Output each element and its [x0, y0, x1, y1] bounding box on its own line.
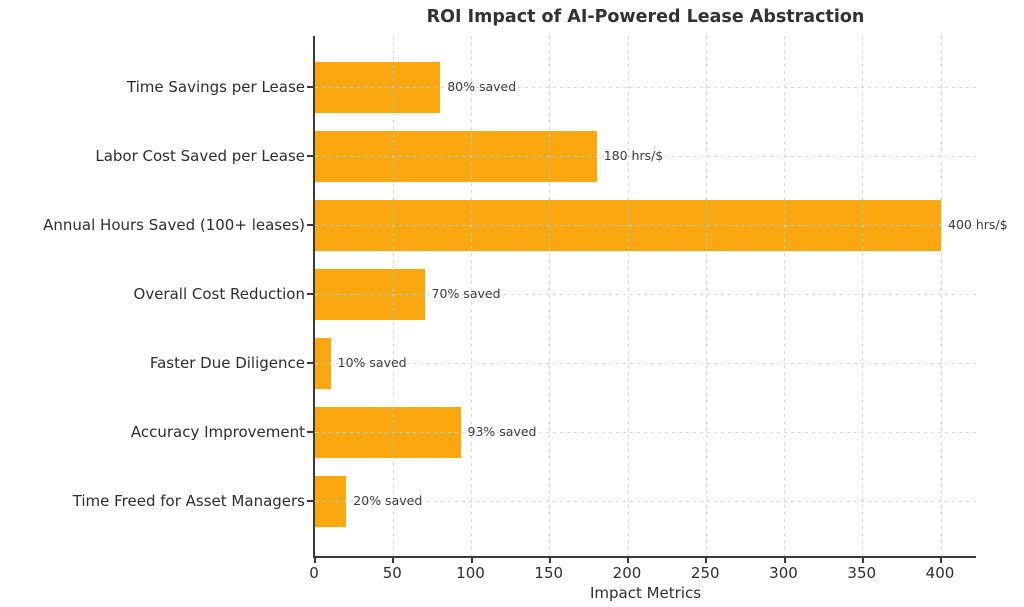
x-axis-tick-mark: [314, 558, 316, 563]
bar-annotation: 70% saved: [431, 286, 501, 301]
y-axis-tick-mark: [307, 362, 313, 364]
gridline-vertical: [627, 36, 629, 557]
plot-area: 80% saved 180 hrs/$ 400 hrs/$ 70% saved 10% …: [315, 36, 1008, 557]
y-axis-tick-mark: [307, 86, 313, 88]
x-axis-tick-mark: [940, 558, 942, 563]
bar-annotation: 80% saved: [447, 79, 517, 94]
x-tick-label: 0: [309, 564, 319, 582]
category-label: Faster Due Diligence: [149, 354, 305, 372]
gridline-vertical: [471, 36, 472, 557]
x-axis-label: Impact Metrics: [589, 584, 702, 602]
y-axis-tick-mark: [307, 293, 313, 295]
y-axis-tick-mark: [307, 431, 313, 433]
bar-annotation: 400 hrs/$: [948, 217, 1008, 232]
gridline-vertical: [862, 36, 864, 557]
category-label: Time Savings per Lease: [126, 78, 305, 96]
y-axis-tick-mark: [307, 500, 313, 502]
chart-title: ROI Impact of AI-Powered Lease Abstracti…: [426, 7, 865, 27]
gridline-horizontal: [315, 501, 976, 502]
x-axis-tick-mark: [470, 558, 473, 563]
x-tick-label: 400: [925, 564, 955, 582]
gridline-horizontal: [315, 156, 976, 157]
x-tick-label: 200: [612, 564, 642, 582]
category-label: Annual Hours Saved (100+ leases): [43, 216, 305, 234]
gridline-vertical: [549, 36, 551, 557]
bar-annotation: 180 hrs/$: [603, 148, 664, 163]
gridline-horizontal: [315, 363, 976, 364]
x-tick-label: 350: [847, 564, 877, 582]
x-tick-label: 150: [534, 564, 564, 582]
y-axis-spine: [313, 36, 315, 558]
x-axis-tick-mark: [705, 558, 708, 563]
gridline-horizontal: [315, 225, 976, 226]
x-axis-tick-mark: [627, 558, 629, 563]
x-axis-tick-mark: [783, 558, 786, 563]
x-axis-spine: [313, 556, 976, 558]
category-label: Accuracy Improvement: [130, 423, 305, 441]
x-axis-tick-mark: [392, 558, 395, 563]
gridline-vertical: [940, 36, 942, 557]
gridline-horizontal: [315, 432, 976, 433]
x-axis-tick-mark: [548, 558, 551, 563]
gridline-vertical: [784, 36, 785, 557]
x-axis-tick-mark: [861, 558, 864, 563]
gridline-horizontal: [315, 87, 976, 88]
bar-annotation: 20% saved: [353, 493, 423, 508]
gridline-vertical: [392, 36, 394, 557]
bar-annotation: 10% saved: [337, 355, 407, 370]
bar-annotation: 93% saved: [467, 424, 537, 439]
category-label: Time Freed for Asset Managers: [72, 492, 305, 510]
gridline-horizontal: [315, 294, 976, 295]
y-axis-tick-mark: [307, 224, 313, 226]
x-tick-label: 300: [769, 564, 798, 582]
category-label: Overall Cost Reduction: [133, 285, 305, 303]
x-tick-label: 50: [382, 564, 402, 582]
category-label: Labor Cost Saved per Lease: [95, 147, 305, 165]
x-tick-label: 250: [690, 564, 720, 582]
x-tick-label: 100: [456, 564, 485, 582]
y-axis-tick-mark: [307, 155, 313, 157]
gridline-vertical: [705, 36, 707, 557]
